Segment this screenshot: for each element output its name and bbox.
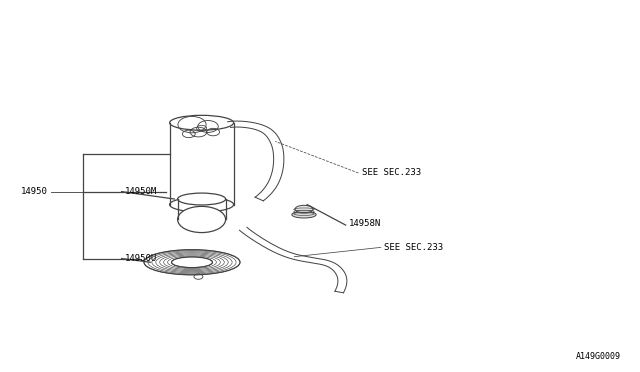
Text: 14950U: 14950U: [125, 254, 157, 263]
Text: 14958N: 14958N: [349, 219, 381, 228]
Text: A149G0009: A149G0009: [576, 352, 621, 361]
Ellipse shape: [295, 205, 313, 213]
Ellipse shape: [170, 197, 234, 212]
Text: SEE SEC.233: SEE SEC.233: [362, 169, 420, 177]
Text: SEE SEC.233: SEE SEC.233: [384, 243, 443, 252]
Ellipse shape: [178, 193, 226, 205]
Ellipse shape: [178, 206, 226, 232]
Text: 14950: 14950: [21, 187, 48, 196]
Text: 14950M: 14950M: [125, 187, 157, 196]
Ellipse shape: [292, 211, 316, 218]
